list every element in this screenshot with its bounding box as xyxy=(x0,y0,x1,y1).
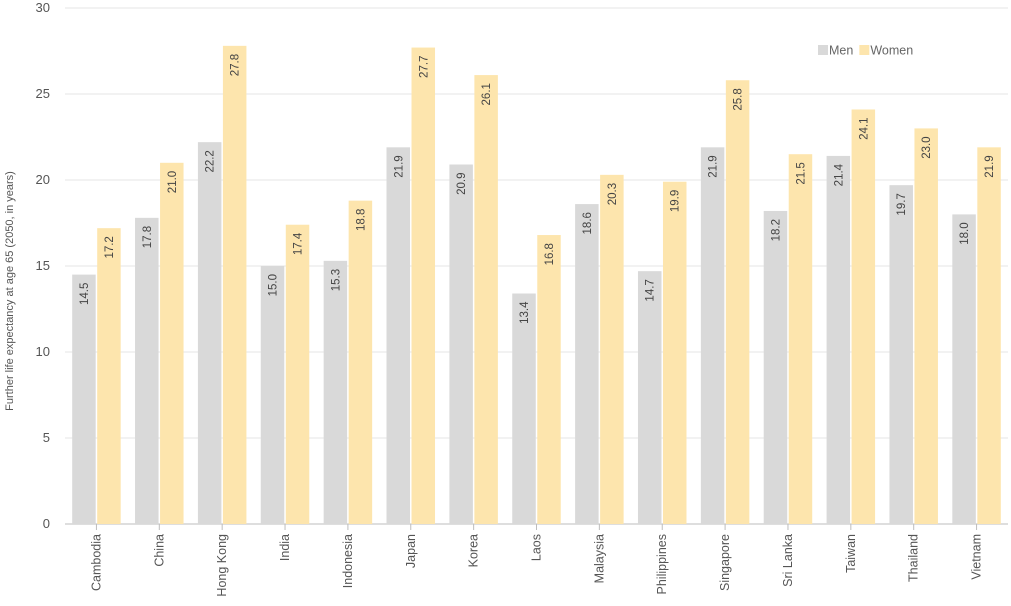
x-tick-label: Singapore xyxy=(718,534,732,591)
data-label: 25.8 xyxy=(733,88,745,110)
data-label: 18.6 xyxy=(582,212,594,234)
y-tick-label: 15 xyxy=(36,258,50,273)
bar-women xyxy=(662,181,687,524)
x-tick-label: Japan xyxy=(404,534,418,568)
x-tick-label: Taiwan xyxy=(844,534,858,573)
data-label: 17.8 xyxy=(142,226,154,248)
bars: 14.5 17.2 17.8 21.0 22.2 27.8 15.0 17.4 15.3 18.8… xyxy=(72,45,1001,525)
y-tick-label: 20 xyxy=(36,172,50,187)
bar-men xyxy=(135,217,159,524)
bar-women xyxy=(851,109,876,524)
y-tick-label: 10 xyxy=(36,344,50,359)
bar-men xyxy=(260,266,285,524)
x-tick-label: Philippines xyxy=(655,534,669,594)
bar-women xyxy=(914,128,938,524)
bar-women xyxy=(788,154,813,524)
x-tick-label: Korea xyxy=(467,534,481,567)
data-label: 27.8 xyxy=(230,54,242,76)
bar-women xyxy=(160,162,184,525)
bar-men xyxy=(637,271,662,524)
bar-women xyxy=(977,147,1001,524)
bar-men xyxy=(826,155,851,525)
x-tick-label: Thailand xyxy=(907,534,921,582)
x-tick-label: Indonesia xyxy=(341,534,355,588)
bar-women xyxy=(97,228,121,524)
data-label: 14.7 xyxy=(645,279,657,301)
y-tick-label: 5 xyxy=(43,430,50,445)
data-label: 21.9 xyxy=(984,155,996,177)
data-label: 15.0 xyxy=(268,274,280,296)
bar-women xyxy=(222,45,247,525)
x-tick-label: India xyxy=(278,534,292,561)
legend-label: Men xyxy=(829,44,853,58)
bar-women xyxy=(537,235,561,525)
bar-women xyxy=(285,224,310,524)
gridlines xyxy=(65,7,1008,525)
y-tick-label: 0 xyxy=(43,516,50,531)
data-label: 13.4 xyxy=(519,301,531,324)
x-axis: Cambodia China Hong Kong India Indonesia Japa… xyxy=(89,524,984,597)
data-label: 20.9 xyxy=(456,173,468,195)
bar-men xyxy=(889,185,913,524)
x-tick-label: Hong Kong xyxy=(215,534,229,597)
data-label: 17.2 xyxy=(104,236,116,258)
data-label: 21.9 xyxy=(393,155,405,177)
bar-men xyxy=(700,147,725,524)
data-label: 17.4 xyxy=(293,232,305,255)
data-label: 22.2 xyxy=(205,150,217,172)
data-label: 18.8 xyxy=(355,209,367,231)
legend-swatch-women xyxy=(859,45,870,55)
data-label: 20.3 xyxy=(607,183,619,205)
x-tick-label: China xyxy=(152,534,166,567)
bar-men xyxy=(197,142,222,524)
legend: Men Women xyxy=(818,44,913,58)
bar-women xyxy=(725,80,750,525)
data-label: 21.4 xyxy=(833,163,845,186)
bar-women xyxy=(411,47,436,525)
data-label: 21.5 xyxy=(795,162,807,184)
data-label: 21.9 xyxy=(708,155,720,177)
x-tick-label: Laos xyxy=(530,534,544,561)
x-tick-label: Malaysia xyxy=(592,534,606,583)
y-axis-label: Further life expectancy at age 65 (2050,… xyxy=(4,171,16,411)
x-tick-label: Sri Lanka xyxy=(781,534,795,587)
data-label: 19.9 xyxy=(670,190,682,212)
data-label: 24.1 xyxy=(858,117,870,139)
x-tick-label: Cambodia xyxy=(89,534,103,591)
bar-women xyxy=(474,75,498,524)
legend-swatch-men xyxy=(818,45,828,55)
bar-women xyxy=(600,174,624,524)
data-label: 21.0 xyxy=(167,171,179,193)
data-label: 14.5 xyxy=(79,283,91,305)
data-label: 16.8 xyxy=(544,243,556,265)
bar-men xyxy=(323,260,348,524)
y-tick-label: 25 xyxy=(36,86,50,101)
bar-men xyxy=(952,214,976,524)
x-tick-label: Vietnam xyxy=(970,534,984,580)
bar-men xyxy=(72,274,96,524)
y-axis: 0 5 10 15 20 25 30 xyxy=(36,0,50,531)
y-tick-label: 30 xyxy=(36,0,50,15)
bar-men xyxy=(512,293,536,524)
bar-men xyxy=(449,164,473,524)
legend-label: Women xyxy=(870,44,913,58)
data-label: 18.2 xyxy=(770,219,782,241)
bar-men xyxy=(575,204,599,524)
bar-men xyxy=(386,147,411,524)
data-label: 19.7 xyxy=(896,193,908,215)
bar-women xyxy=(348,200,373,524)
bar-men xyxy=(763,210,788,524)
data-label: 18.0 xyxy=(959,222,971,244)
data-label: 23.0 xyxy=(921,136,933,158)
data-label: 26.1 xyxy=(481,83,493,105)
data-label: 27.7 xyxy=(418,56,430,78)
data-label: 15.3 xyxy=(330,269,342,291)
